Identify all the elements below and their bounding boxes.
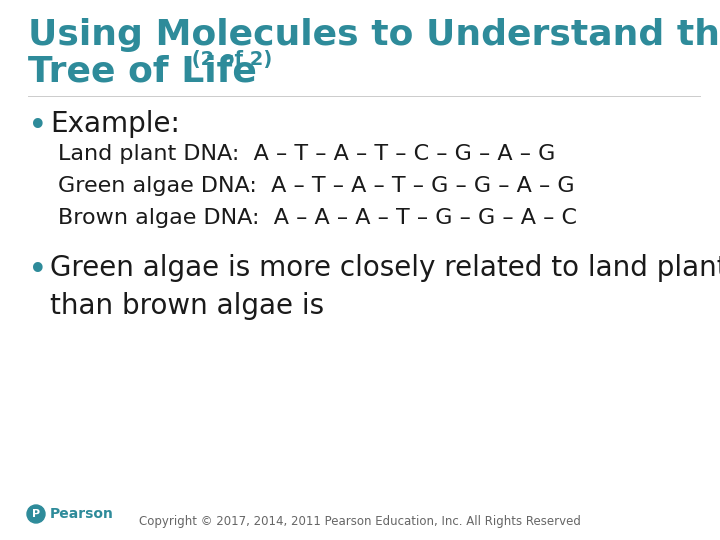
Text: Example:: Example: — [50, 110, 180, 138]
Circle shape — [27, 505, 45, 523]
Text: (2 of 2): (2 of 2) — [185, 50, 272, 69]
Text: Green algae is more closely related to land plants
than brown algae is: Green algae is more closely related to l… — [50, 254, 720, 320]
Text: P: P — [32, 509, 40, 519]
Text: Copyright © 2017, 2014, 2011 Pearson Education, Inc. All Rights Reserved: Copyright © 2017, 2014, 2011 Pearson Edu… — [139, 516, 581, 529]
Text: •: • — [28, 110, 48, 143]
Text: •: • — [28, 254, 48, 287]
Text: Brown algae DNA:  A – A – A – T – G – G – A – C: Brown algae DNA: A – A – A – T – G – G –… — [58, 208, 577, 228]
Text: Using Molecules to Understand the: Using Molecules to Understand the — [28, 18, 720, 52]
Text: Land plant DNA:  A – T – A – T – C – G – A – G: Land plant DNA: A – T – A – T – C – G – … — [58, 144, 555, 164]
Text: Green algae DNA:  A – T – A – T – G – G – A – G: Green algae DNA: A – T – A – T – G – G –… — [58, 176, 575, 196]
Text: Tree of Life: Tree of Life — [28, 54, 257, 88]
Text: Pearson: Pearson — [50, 507, 114, 521]
